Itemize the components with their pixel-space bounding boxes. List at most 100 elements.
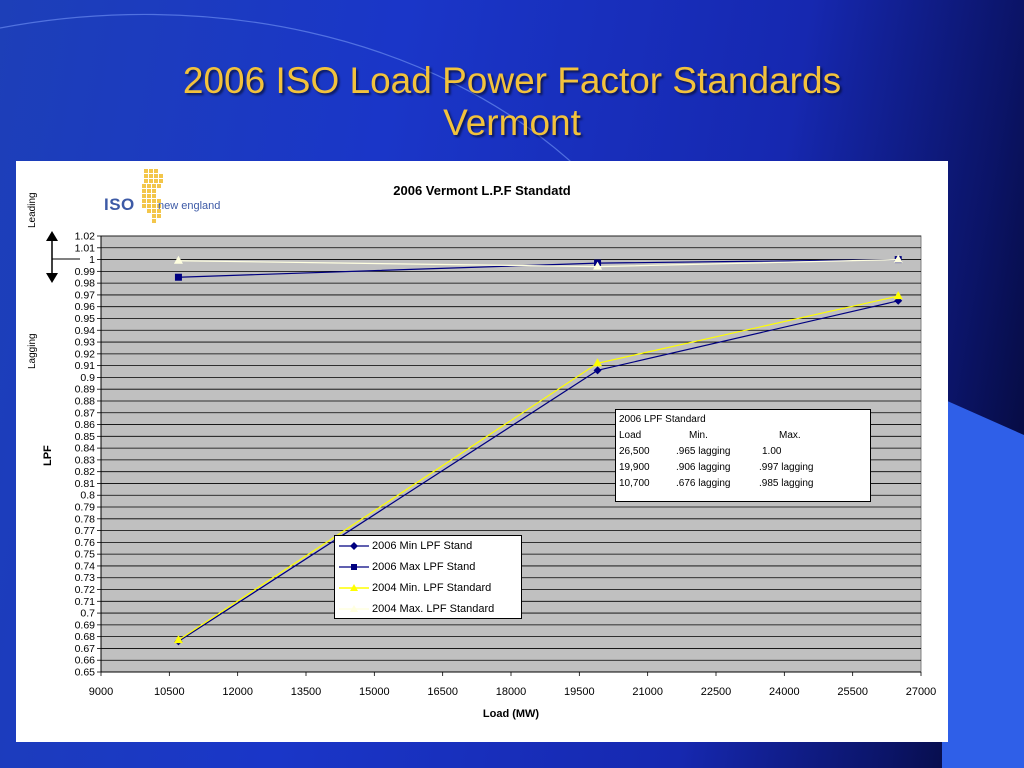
y-tick-label: 0.96 [75, 301, 96, 313]
data-point [173, 255, 183, 264]
y-tick-label: 0.81 [75, 478, 96, 490]
data-point [893, 291, 903, 300]
std-cell: 1.00 [762, 446, 782, 457]
slide-title: 2006 ISO Load Power Factor Standards Ver… [0, 60, 1024, 144]
legend-label: 2004 Max. LPF Standard [372, 603, 495, 615]
x-tick-label: 27000 [906, 686, 937, 698]
y-tick-label: 0.97 [75, 289, 96, 301]
std-title-row: 2006 LPF Standard [619, 412, 870, 428]
y-tick-label: 0.8 [80, 490, 95, 502]
y-tick-label: 0.69 [75, 619, 96, 631]
y-tick-label: 0.77 [75, 525, 96, 537]
new-england-map-icon [142, 169, 163, 223]
x-tick-label: 18000 [496, 686, 527, 698]
std-header-max: Max. [779, 430, 801, 441]
x-tick-label: 9000 [89, 686, 113, 698]
y-tick-label: 0.92 [75, 348, 96, 360]
y-tick-label: 1.02 [75, 231, 96, 243]
y-tick-label: 1 [89, 254, 95, 266]
slide-title-line2: Vermont [443, 102, 581, 143]
y-tick-label: 0.94 [75, 325, 96, 337]
data-point [593, 366, 602, 375]
x-tick-label: 10500 [154, 686, 185, 698]
x-tick-label: 21000 [632, 686, 663, 698]
y-axis-label: LPF [42, 445, 54, 466]
x-tick-label: 19500 [564, 686, 595, 698]
y-tick-label: 0.91 [75, 360, 96, 372]
logo-iso-text: ISO [104, 195, 135, 214]
legend-triangle-icon [339, 584, 369, 591]
y-tick-label: 0.84 [75, 443, 96, 455]
y-tick-label: 0.78 [75, 513, 96, 525]
std-row: 19,900 .906 lagging .997 lagging [619, 460, 870, 476]
y-tick-label: 0.72 [75, 584, 96, 596]
legend-item: 2004 Min. LPF Standard [335, 578, 521, 599]
lagging-label: Lagging [27, 333, 38, 369]
y-tick-label: 0.87 [75, 407, 96, 419]
y-tick-label: 0.95 [75, 313, 96, 325]
y-tick-label: 0.75 [75, 549, 96, 561]
y-tick-label: 0.7 [80, 608, 95, 620]
y-tick-label: 1.01 [75, 242, 96, 254]
std-cell: 10,700 [619, 478, 650, 489]
leading-lagging-arrow [46, 231, 80, 283]
x-tick-label: 16500 [427, 686, 458, 698]
y-tick-label: 0.74 [75, 560, 96, 572]
data-point [174, 273, 182, 281]
y-tick-label: 0.93 [75, 337, 96, 349]
std-cell: .997 lagging [759, 462, 814, 473]
y-tick-label: 0.85 [75, 431, 96, 443]
x-axis-label: Load (MW) [482, 708, 540, 720]
y-tick-label: 0.79 [75, 502, 96, 514]
y-tick-label: 0.67 [75, 643, 96, 655]
y-tick-label: 0.68 [75, 631, 96, 643]
x-tick-label: 22500 [701, 686, 732, 698]
std-cell: .965 lagging [676, 446, 731, 457]
x-tick-label: 24000 [769, 686, 800, 698]
y-tick-label: 0.71 [75, 596, 96, 608]
y-tick-label: 0.88 [75, 395, 96, 407]
chart-title: 2006 Vermont L.P.F Standatd [393, 183, 571, 198]
std-cell: .676 lagging [676, 478, 731, 489]
std-header-load: Load [619, 430, 642, 441]
std-row: 26,500 .965 lagging 1.00 [619, 444, 870, 460]
iso-new-england-logo: ISO new england [104, 169, 234, 229]
slide-title-line1: 2006 ISO Load Power Factor Standards [182, 60, 842, 101]
legend-item: 2006 Max LPF Stand [335, 557, 521, 578]
data-point [894, 296, 903, 305]
data-point [173, 635, 183, 644]
std-header-row: Load Min. Max. [619, 428, 870, 444]
x-tick-label: 15000 [359, 686, 390, 698]
x-tick-label: 13500 [291, 686, 322, 698]
legend-item: 2006 Min LPF Stand [335, 536, 521, 557]
legend-square-icon [339, 564, 369, 570]
leading-label: Leading [27, 192, 38, 228]
std-header-min: Min. [689, 430, 708, 441]
data-point [593, 261, 603, 270]
std-title: 2006 LPF Standard [619, 414, 706, 425]
y-tick-label: 0.83 [75, 454, 96, 466]
series-group [173, 254, 903, 646]
y-tick-label: 0.9 [80, 372, 95, 384]
y-tick-label: 0.98 [75, 278, 96, 290]
chart-legend: 2006 Min LPF Stand 2006 Max LPF Stand 20… [334, 535, 522, 619]
x-tick-label: 25500 [837, 686, 868, 698]
legend-label: 2004 Min. LPF Standard [372, 582, 492, 594]
std-cell: 19,900 [619, 462, 650, 473]
y-tick-label: 0.99 [75, 266, 96, 278]
y-tick-label: 0.73 [75, 572, 96, 584]
y-tick-label: 0.65 [75, 667, 96, 679]
data-point [893, 254, 903, 263]
chart-panel: 0.65 0.66 0.67 0.68 0.69 0.7 0.71 0.72 0.73 0.74 0… [16, 161, 948, 742]
x-tick-label: 12000 [222, 686, 253, 698]
y-tick-label: 0.86 [75, 419, 96, 431]
legend-label: 2006 Min LPF Stand [372, 540, 473, 552]
tick-group: 0.650.660.670.680.690.70.710.720.730.740… [75, 231, 937, 699]
y-tick-label: 0.89 [75, 384, 96, 396]
std-row: 10,700 .676 lagging .985 lagging [619, 476, 870, 492]
y-tick-label: 0.66 [75, 655, 96, 667]
lpf-standard-table: 2006 LPF Standard Load Min. Max. 26,500 … [615, 409, 871, 502]
std-cell: 26,500 [619, 446, 650, 457]
